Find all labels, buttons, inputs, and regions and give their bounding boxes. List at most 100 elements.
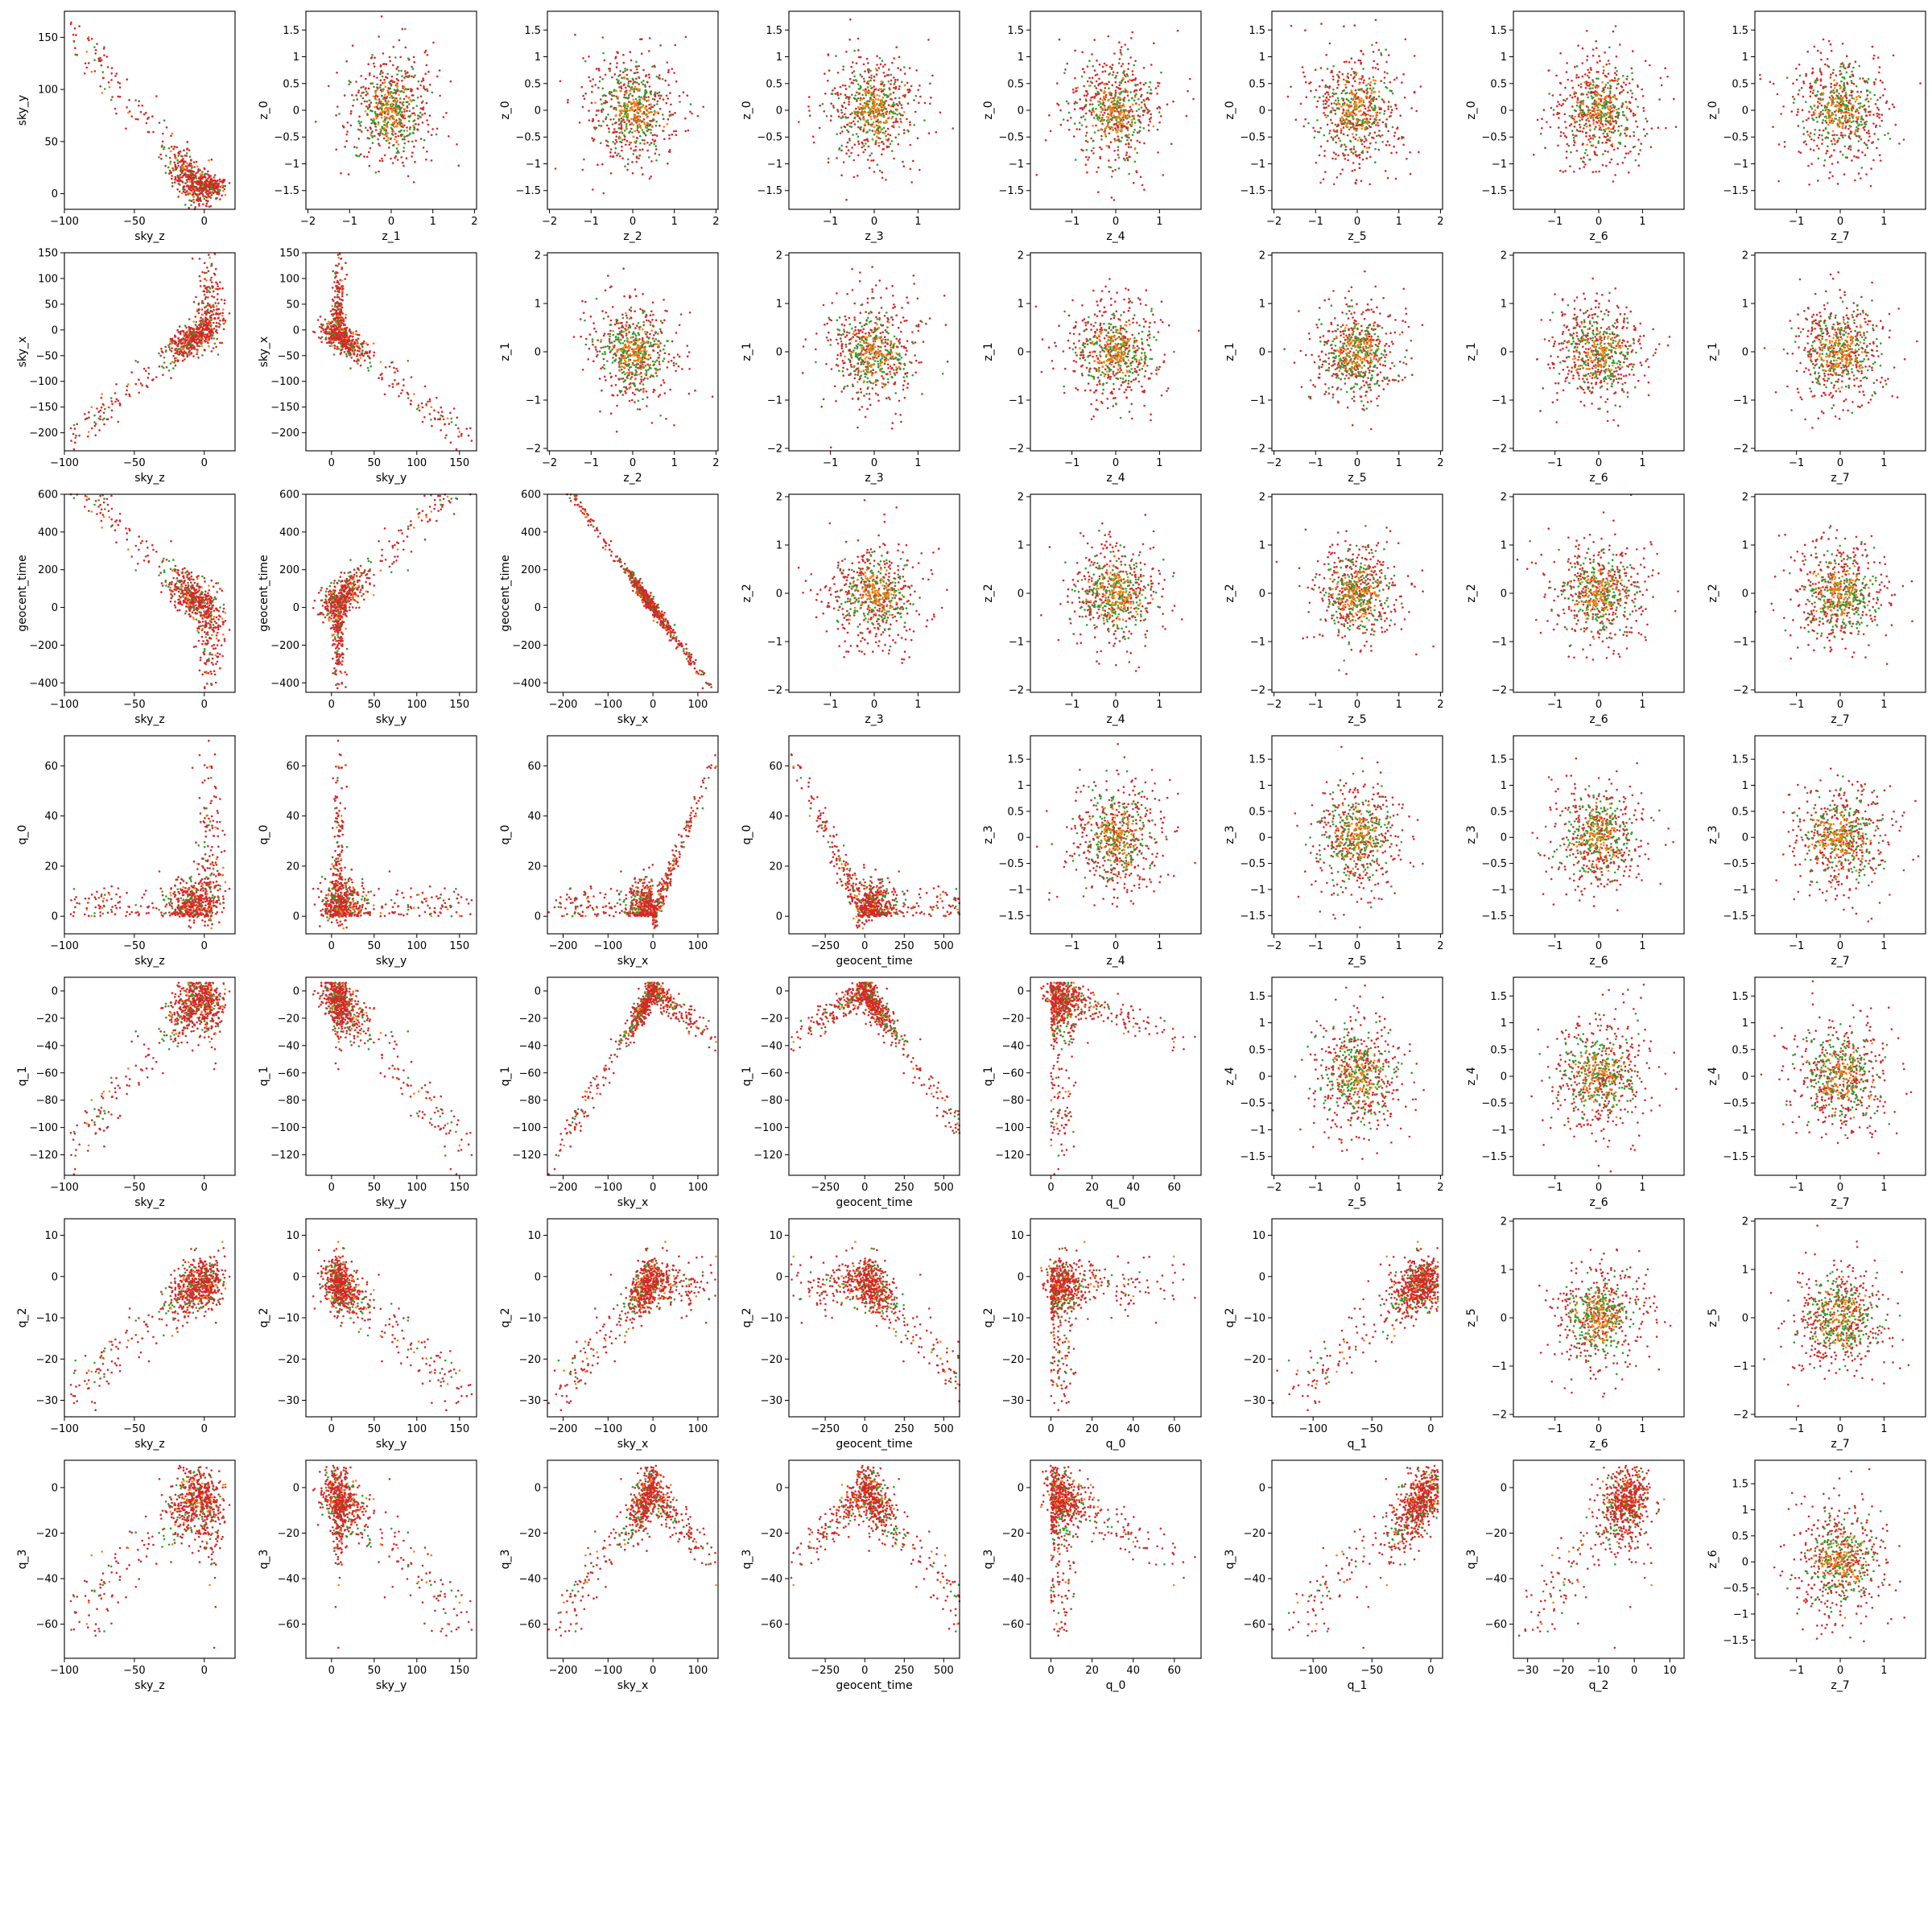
scatter-point: [147, 906, 149, 909]
scatter-point: [339, 287, 342, 290]
scatter-point: [181, 592, 184, 595]
scatter-point: [663, 612, 666, 614]
scatter-point: [185, 173, 188, 176]
scatter-point: [171, 175, 173, 177]
scatter-point: [196, 577, 199, 580]
scatter-point: [394, 543, 396, 547]
scatter-point: [213, 895, 217, 898]
y-tick-label: 0: [52, 602, 58, 614]
scatter-point: [155, 907, 158, 910]
scatter-point: [209, 279, 213, 282]
scatter-point: [211, 827, 214, 829]
scatter-point: [336, 317, 340, 320]
scatter-point: [207, 906, 210, 909]
scatter-point: [163, 146, 166, 149]
scatter-point: [118, 82, 122, 85]
scatter-point: [601, 547, 605, 549]
scatter-point: [210, 662, 213, 664]
scatter-point: [630, 580, 634, 583]
scatter-point: [163, 557, 165, 560]
scatter-point: [440, 508, 442, 511]
scatter-point: [406, 535, 409, 538]
scatter-point: [186, 592, 189, 594]
scatter-point: [192, 919, 196, 922]
scatter-point: [349, 335, 352, 337]
scatter-point: [345, 262, 347, 265]
scatter-point: [208, 196, 211, 198]
scatter-point: [224, 184, 227, 188]
scatter-point: [219, 606, 221, 609]
scatter-point: [187, 175, 189, 179]
scatter-point: [90, 427, 93, 430]
scatter-point: [204, 287, 207, 290]
scatter-point: [326, 323, 328, 325]
scatter-point: [197, 302, 200, 305]
scatter-point: [672, 634, 675, 637]
scatter-point: [110, 72, 113, 75]
scatter-point: [391, 547, 394, 549]
scatter-point: [407, 360, 410, 362]
scatter-point: [75, 896, 77, 898]
scatter-point: [410, 376, 413, 378]
y-axis-label: sky_y: [16, 95, 29, 126]
scatter-point: [217, 898, 221, 902]
scatter-point: [221, 895, 225, 898]
scatter-point: [186, 904, 189, 906]
scatter-point: [215, 582, 217, 584]
scatter-point: [177, 573, 180, 576]
scatter-point: [105, 899, 109, 902]
scatter-point: [345, 673, 349, 676]
scatter-point: [682, 650, 685, 652]
scatter-point: [101, 906, 104, 909]
scatter-point: [204, 593, 207, 596]
scatter-point: [340, 580, 342, 583]
scatter-point: [213, 317, 217, 320]
scatter-point: [171, 594, 174, 597]
scatter-point: [97, 897, 101, 899]
scatter-point: [647, 606, 650, 609]
scatter-point: [196, 576, 198, 578]
scatter-point: [220, 299, 223, 301]
scatter-point: [75, 34, 77, 36]
scatter-point: [187, 586, 190, 588]
scatter-point: [336, 609, 340, 611]
x-tick-label: −100: [50, 699, 79, 711]
scatter-point: [88, 897, 90, 900]
scatter-point: [217, 827, 219, 830]
scatter-point: [206, 304, 209, 307]
scatter-point: [96, 890, 98, 894]
scatter-point: [165, 126, 168, 129]
scatter-point: [217, 193, 221, 196]
scatter-point: [334, 630, 336, 633]
scatter-point: [339, 304, 342, 308]
scatter-point: [211, 853, 214, 857]
scatter-point: [126, 389, 128, 392]
scatter-point: [138, 391, 140, 394]
scatter-point: [174, 913, 176, 916]
scatter-point: [196, 353, 198, 356]
scatter-point: [186, 170, 189, 172]
scatter-point: [190, 571, 193, 574]
scatter-point: [648, 598, 651, 601]
scatter-point: [220, 851, 223, 853]
scatter-point: [217, 618, 220, 621]
scatter-point: [652, 619, 655, 622]
scatter-point: [207, 191, 210, 193]
scatter-point: [332, 589, 335, 592]
scatter-point: [170, 350, 173, 353]
scatter-point: [182, 174, 185, 177]
scatter-point: [195, 894, 198, 898]
scatter-point: [580, 501, 582, 504]
scatter-point: [190, 578, 193, 580]
scatter-point: [216, 287, 219, 291]
scatter-point: [208, 322, 210, 324]
scatter-point: [206, 893, 208, 895]
scatter-point: [207, 634, 209, 636]
scatter-point: [141, 539, 143, 543]
scatter-point: [347, 585, 350, 588]
scatter-point: [337, 304, 340, 307]
scatter-point: [184, 906, 186, 909]
scatter-point: [634, 592, 638, 595]
y-tick-label: 600: [38, 489, 58, 502]
scatter-point: [175, 157, 178, 159]
